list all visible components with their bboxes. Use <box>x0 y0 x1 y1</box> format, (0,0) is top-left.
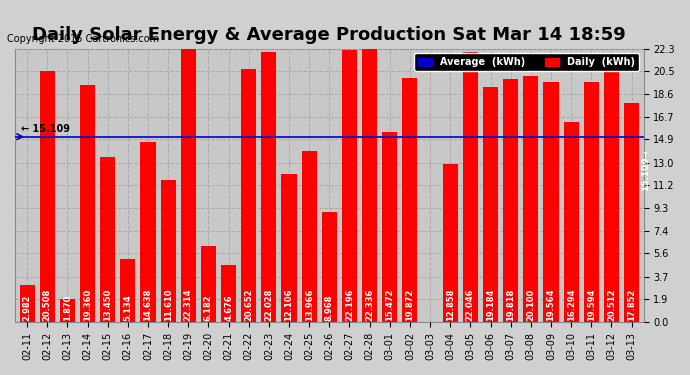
Bar <box>342 50 357 322</box>
Bar <box>141 142 155 322</box>
Text: 22.196: 22.196 <box>345 288 354 321</box>
Bar <box>402 78 417 322</box>
Text: 13.450: 13.450 <box>104 288 112 321</box>
Bar <box>262 52 277 322</box>
Text: 17.852: 17.852 <box>627 288 636 321</box>
Bar <box>523 75 538 322</box>
Bar <box>60 299 75 322</box>
Title: Daily Solar Energy & Average Production Sat Mar 14 18:59: Daily Solar Energy & Average Production … <box>32 26 627 44</box>
Bar <box>322 212 337 322</box>
Text: 22.028: 22.028 <box>264 288 273 321</box>
Bar <box>282 174 297 322</box>
Bar <box>463 52 478 322</box>
Bar <box>604 70 619 322</box>
Text: ← 15.109: ← 15.109 <box>21 124 70 134</box>
Bar <box>624 103 639 322</box>
Text: 19.594: 19.594 <box>586 288 595 321</box>
Text: 4.676: 4.676 <box>224 294 233 321</box>
Bar <box>241 69 256 322</box>
Text: 2.982: 2.982 <box>23 294 32 321</box>
Text: 19.818: 19.818 <box>506 288 515 321</box>
Bar <box>201 246 216 322</box>
Bar <box>221 265 236 322</box>
Bar <box>161 180 176 322</box>
Text: 20.652: 20.652 <box>244 288 253 321</box>
Text: 22.336: 22.336 <box>365 288 374 321</box>
Bar <box>584 82 599 322</box>
Bar <box>362 48 377 322</box>
Text: 19.872: 19.872 <box>406 288 415 321</box>
Text: 1.870: 1.870 <box>63 294 72 321</box>
Bar <box>544 82 558 322</box>
Bar <box>100 157 115 322</box>
Text: 19.564: 19.564 <box>546 288 555 321</box>
Text: 11.610: 11.610 <box>164 288 172 321</box>
Bar <box>503 79 518 322</box>
Text: 22.314: 22.314 <box>184 288 193 321</box>
Text: 14.638: 14.638 <box>144 288 152 321</box>
Text: 19.360: 19.360 <box>83 288 92 321</box>
Text: 13.966: 13.966 <box>305 288 314 321</box>
Text: 20.100: 20.100 <box>526 288 535 321</box>
Bar <box>181 48 196 322</box>
Bar <box>302 151 317 322</box>
Legend: Average  (kWh), Daily  (kWh): Average (kWh), Daily (kWh) <box>413 54 639 71</box>
Text: 12.858: 12.858 <box>446 288 455 321</box>
Bar <box>564 122 579 322</box>
Bar <box>120 259 135 322</box>
Bar <box>483 87 498 322</box>
Text: 19.184: 19.184 <box>486 288 495 321</box>
Text: 20.508: 20.508 <box>43 288 52 321</box>
Text: 22.046: 22.046 <box>466 288 475 321</box>
Text: 12.106: 12.106 <box>284 288 293 321</box>
Bar <box>40 70 55 322</box>
Text: 15.109→: 15.109→ <box>641 149 650 191</box>
Text: Copyright 2015 Cartronics.com: Copyright 2015 Cartronics.com <box>7 34 159 44</box>
Text: 5.134: 5.134 <box>124 294 132 321</box>
Bar <box>443 164 457 322</box>
Text: 20.512: 20.512 <box>607 288 616 321</box>
Bar <box>19 285 34 322</box>
Text: 16.294: 16.294 <box>566 288 575 321</box>
Text: 6.182: 6.182 <box>204 294 213 321</box>
Bar <box>80 85 95 322</box>
Text: 15.472: 15.472 <box>385 288 394 321</box>
Text: 8.968: 8.968 <box>325 294 334 321</box>
Bar <box>382 132 397 322</box>
